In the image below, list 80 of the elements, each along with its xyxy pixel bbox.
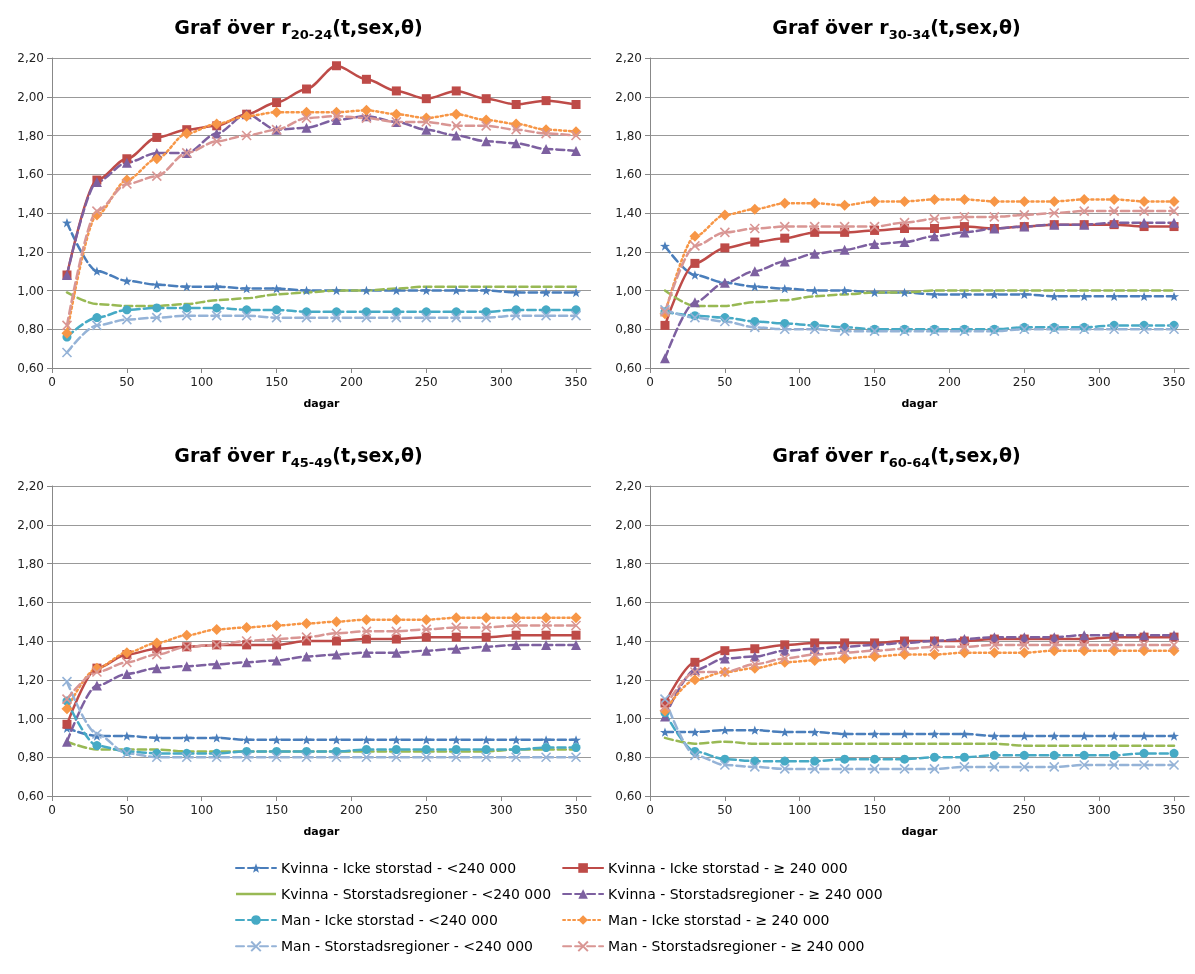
x-tick-label: 200	[339, 375, 363, 389]
y-tick-label: 1,80	[17, 556, 44, 571]
x-tick-label: 150	[265, 803, 289, 817]
y-tick-label: 2,20	[615, 51, 642, 65]
y-tick-label: 2,00	[17, 517, 44, 532]
x-tick-label: 0	[48, 375, 56, 389]
x-tick-label: 350	[1162, 803, 1186, 817]
x-axis-title: dagar	[901, 397, 939, 410]
x-axis-title: dagar	[303, 397, 341, 410]
y-tick-label: 2,20	[17, 479, 44, 493]
x-tick-label: 250	[414, 803, 438, 817]
x-axis-title: dagar	[901, 825, 939, 838]
y-tick-label: 1,80	[615, 128, 642, 143]
legend-label: Kvinna - Icke storstad - ≥ 240 000	[608, 860, 848, 876]
x-tick-label: 350	[564, 803, 588, 817]
y-tick-label: 1,40	[615, 634, 642, 648]
x-axis-title: dagar	[303, 825, 341, 838]
y-tick-label: 1,20	[615, 672, 642, 687]
y-tick-label: 2,00	[615, 517, 642, 532]
y-tick-label: 1,80	[615, 556, 642, 571]
legend-label: Kvinna - Icke storstad - <240 000	[281, 860, 517, 876]
legend-label: Man - Storstadsregioner - <240 000	[281, 938, 533, 955]
x-tick-label: 50	[717, 375, 733, 389]
x-tick-label: 150	[265, 375, 289, 389]
x-tick-label: 250	[1012, 375, 1036, 389]
x-tick-label: 150	[863, 803, 887, 817]
y-tick-label: 0,60	[615, 361, 642, 375]
x-tick-label: 100	[788, 803, 812, 817]
x-tick-label: 200	[937, 375, 961, 389]
x-tick-label: 350	[564, 375, 588, 389]
x-tick-label: 300	[489, 375, 513, 389]
y-tick-label: 1,60	[615, 167, 642, 182]
x-tick-label: 250	[414, 375, 438, 389]
x-tick-label: 250	[1012, 803, 1036, 817]
y-tick-label: 0,80	[615, 322, 642, 337]
x-tick-label: 50	[119, 803, 135, 817]
y-tick-label: 2,00	[17, 89, 44, 104]
legend-label: Man - Icke storstad - <240 000	[281, 912, 498, 928]
legend-label: Man - Icke storstad - ≥ 240 000	[608, 912, 830, 928]
y-tick-label: 1,00	[17, 711, 44, 726]
y-tick-label: 1,20	[615, 244, 642, 259]
legend-label: Kvinna - Storstadsregioner - <240 000	[281, 886, 552, 902]
y-tick-label: 1,80	[17, 128, 44, 143]
y-tick-label: 1,60	[17, 167, 44, 182]
y-tick-label: 1,20	[17, 672, 44, 687]
legend-label: Man - Storstadsregioner - ≥ 240 000	[608, 938, 865, 955]
x-tick-label: 100	[788, 375, 812, 389]
x-tick-label: 0	[646, 803, 654, 817]
y-tick-label: 0,60	[17, 361, 44, 375]
y-tick-label: 1,00	[615, 283, 642, 298]
y-tick-label: 2,20	[615, 479, 642, 493]
x-tick-label: 50	[119, 375, 135, 389]
x-tick-label: 300	[489, 803, 513, 817]
y-tick-label: 2,00	[615, 89, 642, 104]
y-tick-label: 1,40	[17, 634, 44, 648]
x-tick-label: 300	[1087, 803, 1111, 817]
x-tick-label: 150	[863, 375, 887, 389]
y-tick-label: 0,60	[17, 789, 44, 803]
y-tick-label: 0,80	[17, 750, 44, 765]
y-tick-label: 2,20	[17, 51, 44, 65]
x-tick-label: 100	[190, 803, 214, 817]
y-tick-label: 1,40	[615, 206, 642, 220]
y-tick-label: 0,80	[17, 322, 44, 337]
y-tick-label: 1,00	[17, 283, 44, 298]
legend-label: Kvinna - Storstadsregioner - ≥ 240 000	[608, 886, 883, 902]
y-tick-label: 1,60	[17, 595, 44, 610]
x-tick-label: 200	[339, 803, 363, 817]
y-tick-label: 0,80	[615, 750, 642, 765]
x-tick-label: 300	[1087, 375, 1111, 389]
x-tick-label: 100	[190, 375, 214, 389]
y-tick-label: 0,60	[615, 789, 642, 803]
y-tick-label: 1,40	[17, 206, 44, 220]
x-tick-label: 350	[1162, 375, 1186, 389]
y-tick-label: 1,20	[17, 244, 44, 259]
y-tick-label: 1,00	[615, 711, 642, 726]
x-tick-label: 200	[937, 803, 961, 817]
x-tick-label: 0	[48, 803, 56, 817]
y-tick-label: 1,60	[615, 595, 642, 610]
x-tick-label: 50	[717, 803, 733, 817]
x-tick-label: 0	[646, 375, 654, 389]
